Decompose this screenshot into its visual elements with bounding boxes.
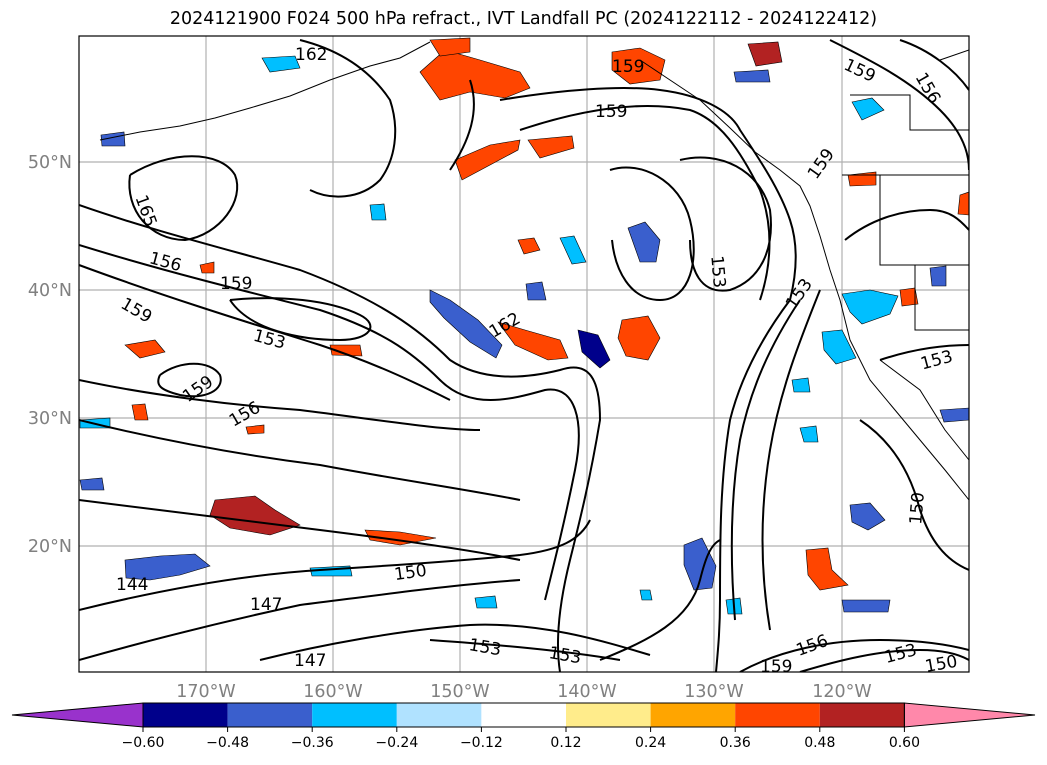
colorbar-tick-label: 0.36 [720,735,751,751]
lat-label: 50°N [28,153,72,173]
colorbar-segment [566,703,651,727]
colorbar-extend-low [11,702,144,728]
negative-anomaly-fills [79,55,969,615]
lon-label: 160°W [303,682,362,702]
contour-label: 144 [116,575,148,595]
contour-label: 150 [906,491,929,525]
colorbar-segment [481,703,566,727]
colorbar-segment [227,703,313,727]
lon-label: 130°W [684,682,743,702]
colorbar-tick-label: 0.48 [804,735,835,751]
colorbar-segment [396,703,482,727]
contour-label: 150 [393,561,428,585]
contour-label: 159 [595,102,627,122]
colorbar-segment [819,703,905,727]
longitude-labels: 170°W 160°W 150°W 140°W 130°W 120°W [176,682,871,702]
colorbar-tick-label: 0.60 [889,735,920,751]
map-title: 2024121900 F024 500 hPa refract., IVT La… [169,9,878,29]
contour-label: 153 [706,255,729,289]
contour-label: 159 [612,57,644,77]
colorbar-tick-label: 0.24 [635,735,666,751]
contour-label: 159 [760,657,792,677]
colorbar: −0.60 −0.48 −0.36 −0.24 −0.12 0.12 0.24 0.36 0.4… [11,702,1036,751]
coastlines [99,41,969,501]
colorbar-ticks: −0.60 −0.48 −0.36 −0.24 −0.12 0.12 0.24 0.36 0.4… [122,727,920,751]
lon-label: 140°W [557,682,616,702]
colorbar-segment [143,703,228,727]
contour-label: 147 [250,595,282,615]
lon-label: 150°W [430,682,489,702]
colorbar-tick-label: −0.48 [206,735,249,751]
lat-label: 30°N [28,409,72,429]
colorbar-extend-high [903,702,1036,728]
contour-label: 150 [924,652,959,677]
contour-label: 162 [295,45,327,65]
contour-label: 159 [220,274,252,294]
lat-label: 20°N [28,537,72,557]
colorbar-tick-label: −0.60 [122,735,165,751]
colorbar-segment [312,703,397,727]
colorbar-segment [735,703,820,727]
colorbar-segment [650,703,736,727]
contour-label: 147 [294,651,326,671]
map-border [78,35,970,673]
refractivity-contours [79,39,969,672]
lon-label: 170°W [176,682,235,702]
colorbar-tick-label: −0.12 [460,735,503,751]
colorbar-segments [11,702,1036,728]
colorbar-outline [142,702,905,728]
colorbar-tick-label: −0.24 [375,735,418,751]
latitude-labels: 50°N 40°N 30°N 20°N [28,153,72,557]
lat-label: 40°N [28,281,72,301]
colorbar-tick-label: 0.12 [550,735,581,751]
lon-label: 120°W [812,682,871,702]
colorbar-tick-label: −0.36 [291,735,334,751]
